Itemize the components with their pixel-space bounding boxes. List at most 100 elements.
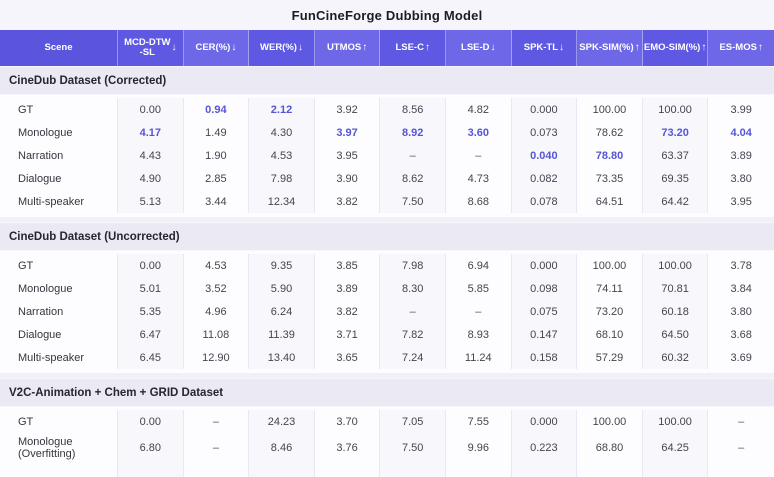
metric-value: 100.00 [577, 254, 643, 277]
table-row-multi-speaker: Multi-speaker 6.45 12.90 13.40 3.65 7.24 11.24… [0, 346, 774, 369]
scene-label: Multi-speaker [0, 190, 118, 213]
metric-value: 7.50 [380, 433, 446, 463]
metric-value: – [446, 300, 512, 323]
table-row-gt: GT 0.00 4.53 9.35 3.85 7.98 6.94 0.000 100.00 100… [0, 254, 774, 277]
column-label: SPK-SIM(%) [579, 41, 634, 53]
empty-cell [380, 463, 446, 477]
metric-value: 0.00 [118, 254, 184, 277]
metric-value: 4.53 [184, 254, 250, 277]
metric-value: 3.78 [730, 259, 752, 272]
sort-up-arrow-icon: ↑ [757, 41, 763, 53]
metric-value: 3.71 [315, 323, 381, 346]
metric-value: 4.30 [249, 121, 315, 144]
empty-cell [0, 463, 118, 477]
metric-value: 78.62 [577, 121, 643, 144]
metric-value: 0.147 [511, 323, 578, 346]
sort-down-arrow-icon: ↓ [171, 41, 177, 53]
metric-value: 4.73 [446, 167, 512, 190]
column-header-utmos: UTMOS ↑ [314, 30, 381, 66]
metric-value: 73.35 [577, 167, 643, 190]
metric-value: 0.94 [184, 98, 250, 121]
metric-value: 3.60 [446, 121, 512, 144]
column-label: Scene [44, 41, 73, 53]
metric-value: 64.42 [642, 190, 709, 213]
metric-value: 60.18 [642, 300, 709, 323]
metric-value: 60.32 [642, 346, 709, 369]
column-header-lse-c: LSE-C ↑ [380, 30, 446, 66]
metric-value: 8.93 [446, 323, 512, 346]
empty-cell [184, 463, 250, 477]
table-row-gt: GT 0.00 0.94 2.12 3.92 8.56 4.82 0.000 100.00 100… [0, 98, 774, 121]
metric-value: 1.49 [184, 121, 250, 144]
metric-value: 7.50 [380, 190, 446, 213]
sort-up-arrow-icon: ↑ [424, 41, 430, 53]
metric-value: 3.99 [730, 103, 752, 116]
metric-value: 69.35 [642, 167, 709, 190]
metric-value: 68.10 [577, 323, 643, 346]
column-label: LSE-D [461, 41, 490, 53]
metric-value: 57.29 [577, 346, 643, 369]
column-label: CER(%) [195, 41, 231, 53]
sort-up-arrow-icon: ↑ [634, 41, 640, 53]
metric-value: 5.35 [118, 300, 184, 323]
metric-value: 100.00 [642, 98, 709, 121]
empty-cell [249, 463, 315, 477]
metric-value: 5.85 [446, 277, 512, 300]
metric-value: 3.82 [315, 190, 381, 213]
metric-value: 78.80 [577, 144, 643, 167]
metric-value: 4.96 [184, 300, 250, 323]
scene-label: GT [0, 254, 118, 277]
sort-down-arrow-icon: ↓ [231, 41, 237, 53]
empty-cell [642, 463, 709, 477]
metric-value: – [446, 144, 512, 167]
section-body: GT 0.00–24.23 3.70 7.05 7.55 0.000 100.00 100.0… [0, 407, 774, 477]
empty-cell [118, 463, 184, 477]
metric-value: 0.00 [118, 98, 184, 121]
scene-label: GT [0, 98, 118, 121]
title-bar: FunCineForge Dubbing Model [0, 0, 774, 30]
section-body: GT 0.00 0.94 2.12 3.92 8.56 4.82 0.000 100.00 100… [0, 95, 774, 217]
metric-value: 100.00 [642, 254, 709, 277]
column-label: ES-MOS [719, 41, 757, 53]
table-header-row: Scene MCD-DTW -SL ↓ CER(%) ↓ WER(%) ↓ UTMOS ↑ LSE-… [0, 30, 774, 66]
metric-value: 0.082 [511, 167, 578, 190]
metric-value: 64.50 [642, 323, 709, 346]
metric-value: 7.98 [249, 167, 315, 190]
section-v2c-animation-chem-grid-dataset: V2C-Animation + Chem + GRID Dataset GT 0.0… [0, 378, 774, 477]
metric-value: 68.80 [577, 433, 643, 463]
section-cinedub-dataset-corrected: CineDub Dataset (Corrected) GT 0.00 0.94 2.1… [0, 66, 774, 217]
metric-value: 0.098 [511, 277, 578, 300]
empty-filler-row [0, 463, 774, 477]
metric-value: – [184, 410, 250, 433]
table-body: CineDub Dataset (Corrected) GT 0.00 0.94 2.1… [0, 66, 774, 477]
sort-down-arrow-icon: ↓ [490, 41, 496, 53]
empty-cell [708, 463, 774, 477]
metric-value: 3.82 [315, 300, 381, 323]
metric-value: 12.34 [249, 190, 315, 213]
metric-value: 100.00 [577, 98, 643, 121]
metric-value: 13.40 [249, 346, 315, 369]
metric-value: 3.76 [315, 433, 381, 463]
sort-down-arrow-icon: ↓ [559, 41, 565, 53]
metric-value: 5.01 [118, 277, 184, 300]
metric-value: 8.56 [380, 98, 446, 121]
metric-value: 73.20 [642, 121, 709, 144]
metric-value: 74.11 [577, 277, 643, 300]
metric-value: 63.37 [642, 144, 709, 167]
metric-value: 3.44 [184, 190, 250, 213]
metric-value: 0.075 [511, 300, 578, 323]
table-row-narration: Narration 4.43 1.90 4.53 3.95– –0.040 78.80 63.… [0, 144, 774, 167]
scene-label: GT [0, 410, 118, 433]
empty-cell [511, 463, 578, 477]
metric-value: 0.00 [118, 410, 184, 433]
metric-value: 4.82 [446, 98, 512, 121]
metric-value: 73.20 [577, 300, 643, 323]
metric-value: 0.040 [511, 144, 578, 167]
metric-value: 1.90 [184, 144, 250, 167]
metric-value: 3.65 [315, 346, 381, 369]
metric-value: 3.92 [315, 98, 381, 121]
metric-value: 3.80 [730, 172, 752, 185]
metric-value: 4.17 [118, 121, 184, 144]
column-header-es-mos: ES-MOS ↑ [708, 30, 774, 66]
empty-cell [315, 463, 381, 477]
